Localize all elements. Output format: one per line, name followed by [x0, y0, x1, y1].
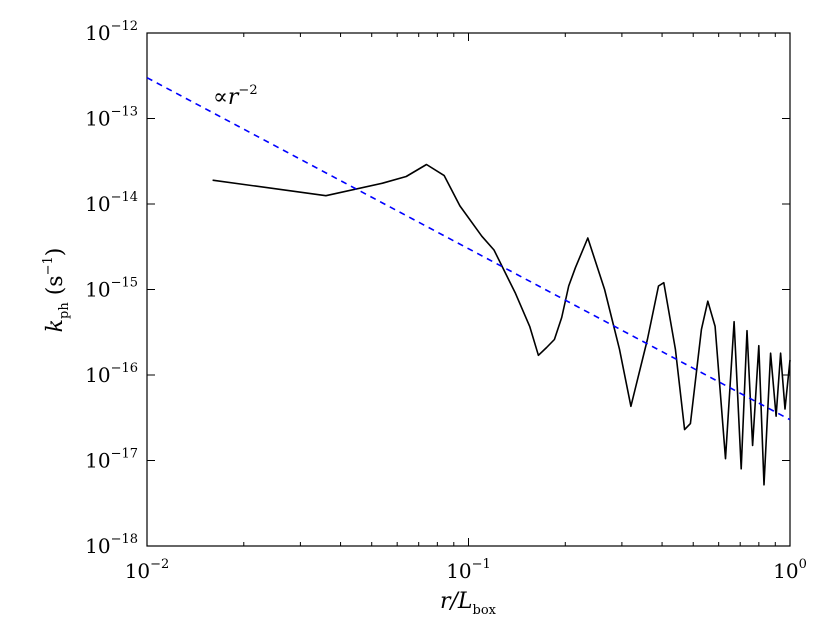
x-tick-label: 100 — [773, 557, 807, 583]
power-law-annotation: ∝r−2 — [213, 83, 258, 110]
y-tick-label: 10−12 — [85, 19, 138, 45]
data-series — [146, 76, 791, 486]
y-tick-label: 10−14 — [85, 190, 138, 216]
y-tick-label: 10−16 — [85, 361, 138, 387]
axis-ticks — [146, 32, 791, 547]
plot-area-frame — [146, 32, 791, 547]
x-tick-label: 10−2 — [125, 557, 170, 583]
y-axis-title: kph (s−1) — [41, 248, 72, 333]
x-axis-title: r/Lbox — [440, 589, 497, 618]
y-tick-label: 10−13 — [85, 105, 138, 131]
x-tick-label: 10−1 — [446, 557, 491, 583]
y-tick-label: 10−18 — [85, 532, 138, 558]
y-tick-label: 10−17 — [85, 447, 138, 473]
y-tick-label: 10−15 — [85, 276, 138, 302]
power-law-reference-line — [146, 76, 791, 421]
tick-labels: 10−2 10−1 100 10−18 10−17 10−16 10−15 10−14 10−1… — [85, 19, 807, 583]
kph-profile-line — [212, 163, 791, 486]
